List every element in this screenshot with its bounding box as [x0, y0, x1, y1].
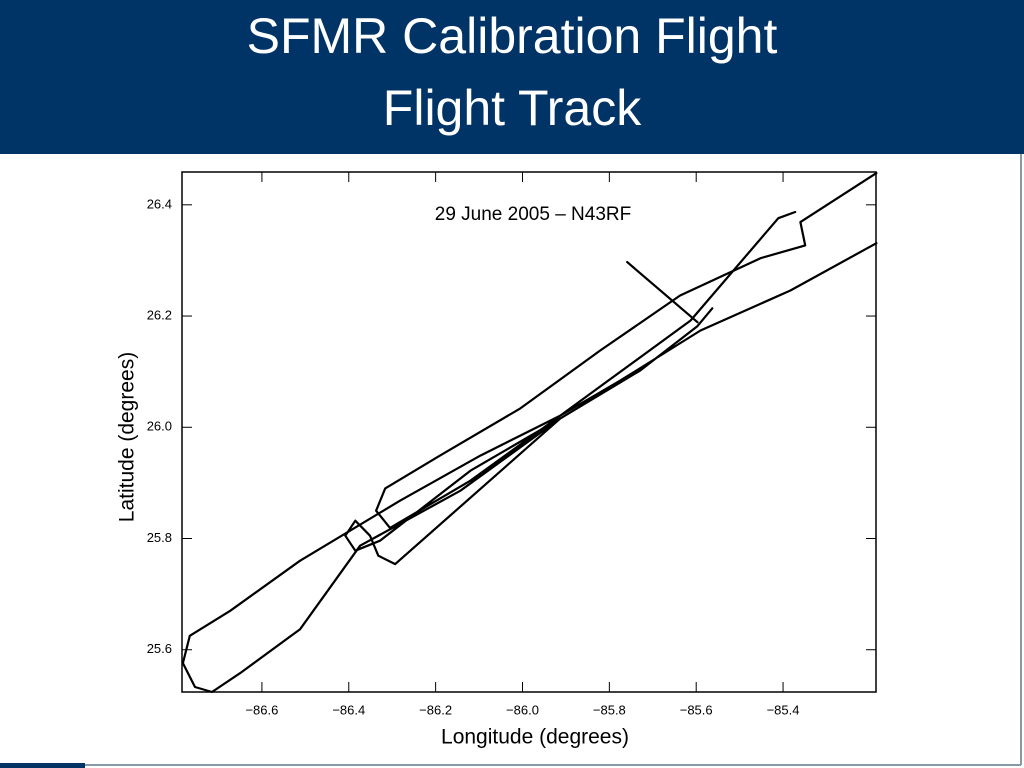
y-tick-label: 25.8	[147, 530, 172, 545]
header-band	[0, 0, 1024, 154]
annotation: 29 June 2005 – N43RF	[435, 204, 631, 225]
x-tick-label: −86.6	[245, 702, 278, 717]
y-tick-label: 26.4	[147, 196, 172, 211]
y-axis-label: Latitude (degrees)	[116, 352, 139, 522]
y-tick-label: 26.0	[147, 419, 172, 434]
slide-subtitle: Flight Track	[383, 80, 642, 136]
footer-accent	[0, 763, 85, 768]
y-tick-label: 25.6	[147, 641, 172, 656]
x-tick-label: −85.6	[680, 702, 713, 717]
x-tick-label: −85.4	[767, 702, 800, 717]
x-tick-label: −86.0	[506, 702, 539, 717]
plot-frame	[181, 171, 877, 693]
flight-track	[181, 172, 878, 694]
x-tick-label: −85.8	[593, 702, 626, 717]
y-tick-label: 26.2	[147, 307, 172, 322]
x-axis-label: Longitude (degrees)	[441, 726, 629, 749]
x-tick-label: −86.2	[419, 702, 452, 717]
x-tick-label: −86.4	[332, 702, 365, 717]
slide-title: SFMR Calibration Flight	[247, 8, 778, 64]
